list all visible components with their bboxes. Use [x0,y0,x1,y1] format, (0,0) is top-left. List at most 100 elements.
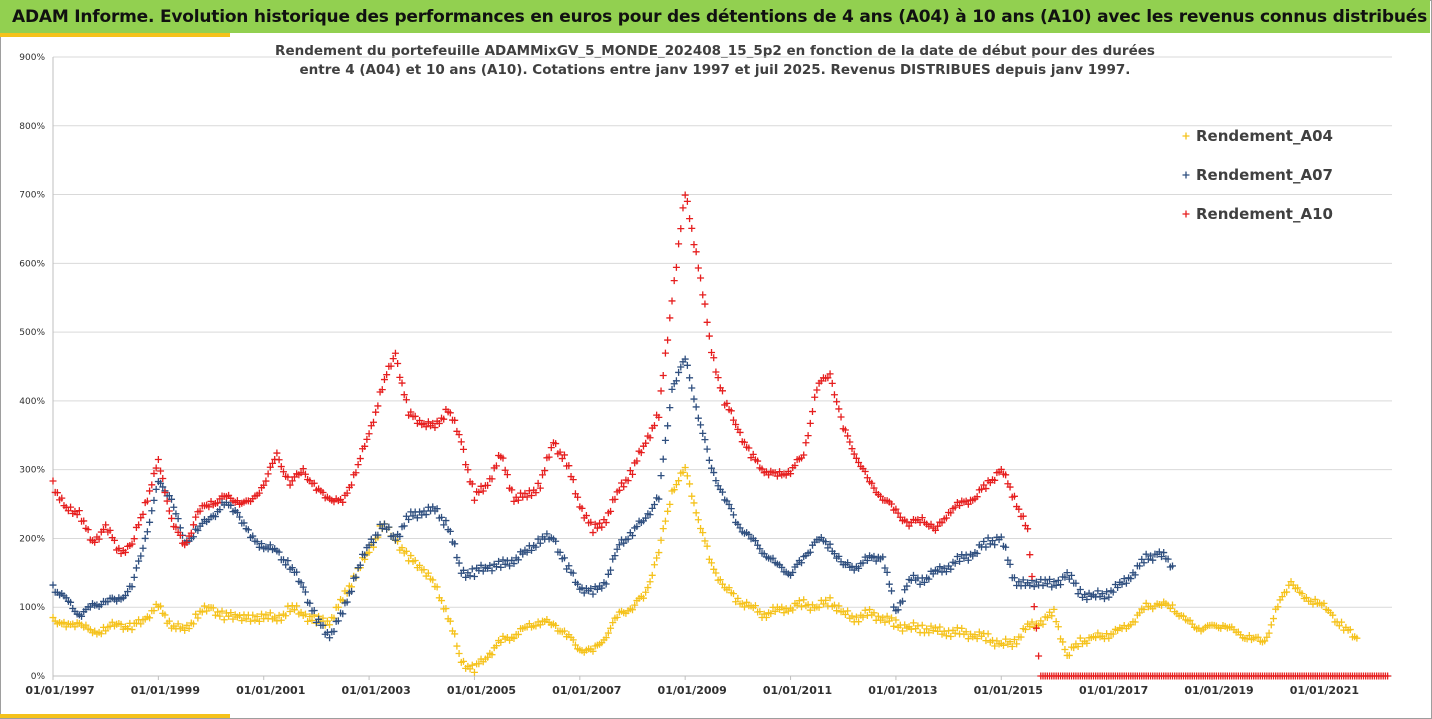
data-point [863,474,871,482]
data-point [692,509,700,517]
data-point [1346,626,1354,634]
data-point [1061,646,1069,654]
data-point [339,610,347,618]
data-point [580,589,588,597]
data-point [846,438,854,446]
data-point [589,647,597,655]
data-point [615,486,623,494]
data-point [238,617,246,625]
data-point [802,439,810,447]
data-point [931,526,939,534]
data-point [361,442,369,450]
data-point [947,633,955,641]
data-point [751,602,759,610]
legend-marker [1182,132,1190,140]
data-point [266,463,274,471]
data-point [655,549,663,557]
data-point [615,541,623,549]
data-point [556,448,564,456]
data-point [552,622,560,630]
data-point [319,614,327,622]
data-point [492,563,500,571]
data-point [269,459,277,467]
data-point [1083,596,1091,604]
data-point [574,580,582,588]
data-point [1131,618,1139,626]
data-point [859,613,867,621]
data-point [852,613,860,621]
data-point [97,630,105,638]
data-point [703,318,711,326]
data-point [446,409,454,417]
data-point [1298,590,1306,598]
data-point [488,567,496,575]
data-point [402,396,410,404]
data-point [881,618,889,626]
data-point [499,556,507,564]
data-point [1278,593,1286,601]
data-point [890,603,898,611]
data-point [374,402,382,410]
data-point [1329,611,1337,619]
data-point [1109,630,1117,638]
data-point [1120,575,1128,583]
data-point [670,486,678,494]
data-point [1002,471,1010,479]
data-point [185,625,193,633]
data-point [978,485,986,493]
data-point [798,559,806,567]
data-point [124,625,132,633]
data-point [282,561,290,569]
data-point [1010,636,1018,644]
data-point [1094,587,1102,595]
y-tick-label: 800% [19,122,45,132]
data-point [863,557,871,564]
data-point [1311,595,1319,603]
data-point [409,512,417,520]
data-point [453,642,461,650]
data-point [942,568,950,576]
data-point [1083,639,1091,647]
data-point [626,467,634,475]
data-point [712,368,720,376]
data-point [251,616,259,624]
data-point [729,416,737,424]
data-point [394,359,402,367]
data-point [679,468,687,476]
data-point [424,569,432,577]
data-point [962,551,970,559]
data-point [754,541,762,549]
data-point [951,503,959,511]
data-point [400,391,408,399]
data-point [457,438,465,446]
data-point [1006,560,1014,568]
data-point [1384,672,1392,680]
data-point [365,541,373,549]
data-point [330,627,338,635]
data-point [587,518,595,526]
data-point [1122,579,1130,587]
data-point [629,532,637,540]
legend-label: Rendement_A07 [1196,166,1333,184]
data-point [1028,573,1036,581]
data-point [841,426,849,434]
data-point [787,470,795,478]
data-point [1061,573,1069,581]
legend-marker [1182,171,1190,179]
data-point [297,579,305,587]
data-point [624,535,632,543]
data-point [633,522,641,530]
data-point [1043,580,1051,588]
data-point [1006,638,1014,646]
data-point [135,557,143,565]
data-point [1015,578,1023,586]
data-point [532,543,540,551]
data-point [459,657,467,665]
data-point [1043,614,1051,622]
data-point [822,538,830,546]
data-point [172,510,180,518]
data-point [277,616,285,624]
data-point [253,538,261,546]
data-point [892,616,900,624]
data-point [795,597,803,605]
